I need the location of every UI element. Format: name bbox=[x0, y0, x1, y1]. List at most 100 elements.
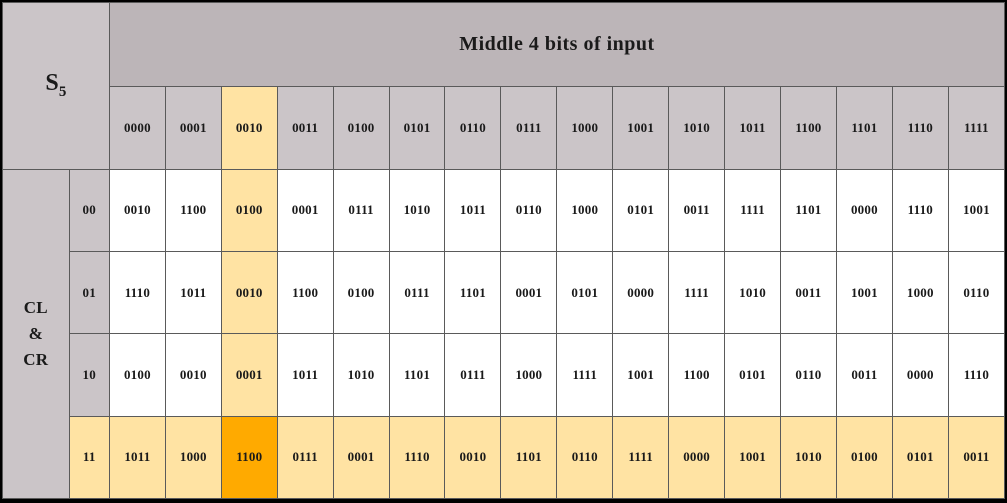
table-cell: 1001 bbox=[612, 333, 670, 417]
table-cell: 0110 bbox=[500, 168, 558, 252]
column-header: 0100 bbox=[332, 86, 390, 170]
table-cell: 1100 bbox=[164, 168, 222, 252]
table-cell: 0110 bbox=[780, 333, 837, 417]
column-header: 0011 bbox=[276, 86, 334, 170]
row-label: 00 bbox=[68, 168, 110, 252]
table-row: 11 1011 1000 1100 0111 0001 1110 0010 1101 0110 11… bbox=[3, 415, 1006, 500]
table-cell: 0010 bbox=[444, 415, 502, 500]
table-cell: 1010 bbox=[780, 415, 837, 500]
table-cell: 1110 bbox=[108, 250, 166, 335]
table-cell: 0111 bbox=[276, 415, 334, 500]
table-cell: 0000 bbox=[612, 250, 670, 335]
table-cell: 0101 bbox=[724, 333, 781, 417]
column-header-title: Middle 4 bits of input bbox=[108, 1, 1006, 88]
table-cell: 0101 bbox=[891, 415, 949, 500]
table-cell: 1110 bbox=[891, 168, 949, 252]
column-header: 0001 bbox=[164, 86, 222, 170]
table-cell: 0000 bbox=[668, 415, 726, 500]
column-header: 1100 bbox=[780, 86, 837, 170]
table-cell: 0011 bbox=[668, 168, 726, 252]
table-cell: 0101 bbox=[556, 250, 614, 335]
table-cell: 1011 bbox=[164, 250, 222, 335]
column-header-row: 0000 0001 0010 0011 0100 0101 0110 0111 1000 1001… bbox=[3, 86, 1006, 170]
table-cell: 0100 bbox=[332, 250, 390, 335]
column-header: 1101 bbox=[835, 86, 893, 170]
table-cell: 1101 bbox=[444, 250, 502, 335]
table-cell: 0111 bbox=[388, 250, 446, 335]
table-cell: 1101 bbox=[500, 415, 558, 500]
column-header: 1110 bbox=[891, 86, 949, 170]
header-title-row: S5 Middle 4 bits of input bbox=[2, 1, 1006, 170]
column-header: 0010 bbox=[220, 86, 278, 170]
row-header-title-line: & bbox=[28, 323, 43, 343]
row-label: 11 bbox=[68, 415, 110, 500]
column-header: 0110 bbox=[444, 86, 502, 170]
column-header: 1000 bbox=[556, 86, 614, 170]
table-row: 01 1110 1011 0010 1100 0100 0111 1101 0001 0101 00… bbox=[3, 250, 1006, 335]
table-cell: 1111 bbox=[612, 415, 670, 500]
table-cell: 0010 bbox=[108, 168, 166, 252]
table-cell: 0011 bbox=[780, 250, 837, 335]
table-cell: 0111 bbox=[332, 168, 390, 252]
table-row: CL & CR 00 0010 1100 0100 0001 0111 1010 1011 0110 1… bbox=[2, 168, 1006, 500]
table-cell: 0100 bbox=[835, 415, 893, 500]
table-cell: 0001 bbox=[220, 333, 278, 417]
table-cell: 0100 bbox=[108, 333, 166, 417]
table-row: 10 0100 0010 0001 1011 1010 1101 0111 1000 1111 10… bbox=[3, 333, 1006, 417]
table-cell: 0010 bbox=[164, 333, 222, 417]
table-cell: 0101 bbox=[612, 168, 670, 252]
column-header: 0111 bbox=[500, 86, 558, 170]
table-cell: 1110 bbox=[388, 415, 446, 500]
table-cell: 0000 bbox=[835, 168, 893, 252]
table-cell: 1010 bbox=[388, 168, 446, 252]
table-cell: 1111 bbox=[724, 168, 781, 252]
table-cell: 1101 bbox=[388, 333, 446, 417]
row-header-title-line: CR bbox=[23, 349, 49, 369]
table-cell: 1001 bbox=[835, 250, 893, 335]
table-cell: 1011 bbox=[276, 333, 334, 417]
table-cell: 0001 bbox=[332, 415, 390, 500]
table-cell: 1011 bbox=[108, 415, 166, 500]
table-cell: 1010 bbox=[332, 333, 390, 417]
table-cell: 1010 bbox=[724, 250, 781, 335]
column-header: 1011 bbox=[724, 86, 781, 170]
table-cell: 1000 bbox=[500, 333, 558, 417]
table-cell: 0111 bbox=[444, 333, 502, 417]
table-cell: 1100 bbox=[276, 250, 334, 335]
sbox-name: S5 bbox=[2, 2, 110, 170]
table-cell: 1111 bbox=[556, 333, 614, 417]
table-cell: 1000 bbox=[891, 250, 949, 335]
table-cell: 1011 bbox=[444, 168, 502, 252]
sbox-name-base: S bbox=[45, 70, 59, 97]
table-cell: 0001 bbox=[500, 250, 558, 335]
table-cell: 1111 bbox=[668, 250, 726, 335]
column-header: 1001 bbox=[612, 86, 670, 170]
row-label: 01 bbox=[68, 250, 110, 335]
table-cell: 0011 bbox=[947, 415, 1006, 500]
table-cell: 0110 bbox=[556, 415, 614, 500]
table-cell: 1100 bbox=[668, 333, 726, 417]
sbox-name-subscript: 5 bbox=[58, 84, 67, 101]
table-cell: 0110 bbox=[947, 250, 1006, 335]
table-cell: 1110 bbox=[947, 333, 1006, 417]
table-cell: 0001 bbox=[276, 168, 334, 252]
table-cell: 1101 bbox=[780, 168, 837, 252]
row-label: 10 bbox=[68, 333, 110, 417]
column-header: 0101 bbox=[388, 86, 446, 170]
table-cell: 1001 bbox=[724, 415, 781, 500]
table-cell: 1000 bbox=[164, 415, 222, 500]
table-cell: 0010 bbox=[220, 250, 278, 335]
row-header-title: CL & CR bbox=[2, 168, 70, 500]
highlighted-output-cell: 1100 bbox=[220, 415, 278, 500]
column-header: 0000 bbox=[108, 86, 166, 170]
row-header-title-line: CL bbox=[23, 297, 48, 317]
table-cell: 0100 bbox=[220, 168, 278, 252]
table-cell: 1001 bbox=[947, 168, 1006, 252]
table-cell: 0000 bbox=[891, 333, 949, 417]
column-header: 1010 bbox=[668, 86, 726, 170]
table-cell: 0011 bbox=[835, 333, 893, 417]
column-header: 1111 bbox=[947, 86, 1006, 170]
table-cell: 1000 bbox=[556, 168, 614, 252]
